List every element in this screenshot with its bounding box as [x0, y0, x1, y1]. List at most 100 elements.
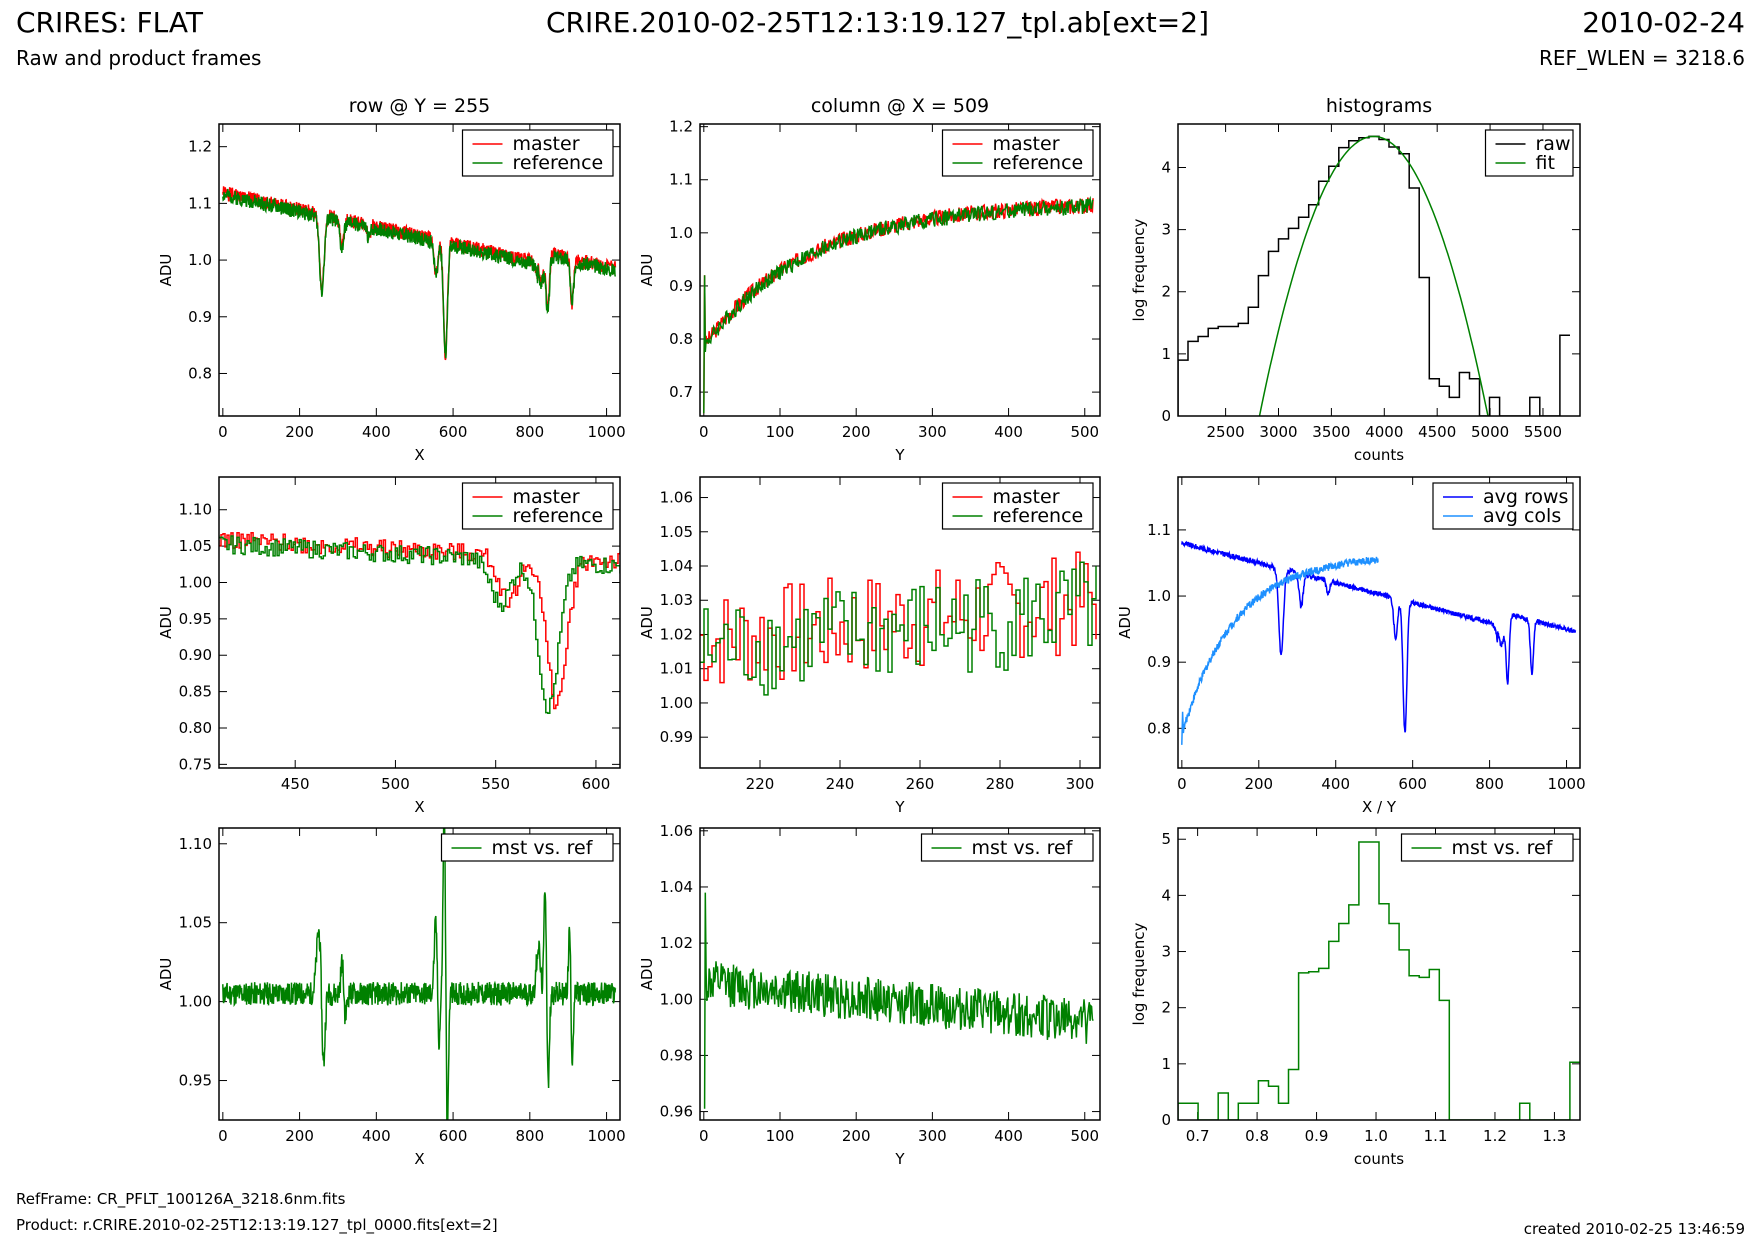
- y-tick-label: 0.96: [660, 1103, 693, 1121]
- y-tick-label: 1.06: [660, 822, 693, 840]
- chart-title: column @ X = 509: [811, 95, 989, 117]
- chart-col-zoom: 220 240 260 280 300 0.99 1.00 1.01 1.02 1.03 1.04 1…: [638, 476, 1101, 816]
- plot-area: [703, 892, 1094, 1109]
- chart-title: row @ Y = 255: [349, 95, 491, 117]
- y-tick-label: 1.05: [660, 523, 693, 541]
- x-axis-label: Y: [894, 446, 905, 464]
- plot-area: [1178, 841, 1580, 1120]
- x-tick-label: 0.8: [1245, 1127, 1269, 1145]
- y-tick-label: 0.8: [1147, 719, 1171, 737]
- y-tick-label: 1.00: [660, 990, 693, 1008]
- y-tick-label: 2: [1161, 283, 1171, 301]
- chart-avg: 0 200 400 600 800 1000 0.8 0.9 1.0 1.1 X / Y ADU avg…: [1116, 476, 1586, 816]
- x-tick-label: 100: [766, 423, 795, 441]
- y-tick-label: 1.1: [1147, 521, 1171, 539]
- x-tick-label: 600: [439, 1127, 468, 1145]
- x-axis-label: Y: [894, 798, 905, 816]
- axes-frame: [1177, 123, 1581, 417]
- y-tick-label: 0.8: [669, 330, 693, 348]
- legend-label: master: [993, 133, 1060, 155]
- series-master: [219, 531, 620, 710]
- page-title: CRIRES: FLAT: [16, 6, 203, 39]
- chart-col: column @ X = 509 0 100 200 300 400 500 0.7 0.8 0.…: [638, 95, 1101, 464]
- x-axis-label: counts: [1354, 1150, 1404, 1168]
- legend-label: avg cols: [1483, 505, 1561, 527]
- plot-area: [703, 195, 1094, 414]
- x-tick-label: 1000: [1547, 775, 1585, 793]
- page-subtitle: Raw and product frames: [16, 46, 262, 70]
- x-tick-label: 600: [439, 423, 468, 441]
- x-tick-label: 0: [218, 1127, 228, 1145]
- y-tick-label: 1.04: [660, 557, 693, 575]
- y-tick-label: 1.02: [660, 625, 693, 643]
- y-tick-label: 1.10: [179, 835, 212, 853]
- y-tick-label: 1.0: [669, 224, 693, 242]
- plot-area: [1178, 135, 1570, 416]
- x-tick-label: 280: [986, 775, 1015, 793]
- axes-frame: [699, 123, 1101, 417]
- date-label: 2010-02-24: [1582, 6, 1745, 39]
- x-tick-label: 400: [362, 423, 391, 441]
- y-tick-label: 0.98: [660, 1046, 693, 1064]
- y-tick-label: 1.03: [660, 591, 693, 609]
- y-tick-label: 3: [1161, 221, 1171, 239]
- x-tick-label: 300: [918, 1127, 947, 1145]
- x-tick-label: 500: [381, 775, 410, 793]
- x-tick-label: 800: [1475, 775, 1504, 793]
- series-reference: [219, 535, 620, 715]
- y-tick-label: 1.2: [188, 138, 212, 156]
- series-reference: [703, 195, 1094, 414]
- chart-row-zoom: 450 500 550 600 0.75 0.80 0.85 0.90 0.95 1.00 1.05…: [157, 476, 621, 816]
- axes-frame: [218, 476, 621, 769]
- legend-label: master: [993, 486, 1060, 508]
- y-tick-label: 0.99: [660, 728, 693, 746]
- y-tick-label: 0.90: [179, 646, 212, 664]
- x-tick-label: 600: [582, 775, 611, 793]
- series-avg-cols: [1181, 556, 1379, 745]
- legend-label: reference: [993, 152, 1084, 174]
- y-tick-label: 0.95: [179, 610, 212, 628]
- y-axis-label: ADU: [1116, 606, 1134, 639]
- y-tick-label: 2: [1161, 999, 1171, 1017]
- axes-frame: [1177, 827, 1581, 1121]
- file-title: CRIRE.2010-02-25T12:13:19.127_tpl.ab[ext…: [545, 6, 1209, 39]
- legend: mst vs. ref: [440, 833, 614, 862]
- series-raw: [1178, 135, 1570, 416]
- y-tick-label: 1.02: [660, 934, 693, 952]
- series-reference: [222, 188, 617, 359]
- y-tick-label: 0.8: [188, 364, 212, 382]
- x-tick-label: 0.9: [1305, 1127, 1329, 1145]
- legend-label: raw: [1536, 133, 1571, 155]
- x-tick-label: 5500: [1524, 423, 1562, 441]
- x-tick-label: 3000: [1259, 423, 1297, 441]
- y-tick-label: 1.00: [179, 573, 212, 591]
- legend-label: reference: [513, 152, 604, 174]
- y-tick-label: 0.80: [179, 719, 212, 737]
- y-tick-label: 3: [1161, 943, 1171, 961]
- x-axis-label: X / Y: [1362, 798, 1397, 816]
- legend-box: [941, 129, 1094, 177]
- x-tick-label: 400: [362, 1127, 391, 1145]
- x-tick-label: 4000: [1365, 423, 1403, 441]
- axes-frame: [1177, 476, 1581, 769]
- y-tick-label: 1: [1161, 1055, 1171, 1073]
- y-tick-label: 1.01: [660, 660, 693, 678]
- x-tick-label: 400: [994, 1127, 1023, 1145]
- legend-box: [1432, 482, 1574, 530]
- y-tick-label: 1.10: [179, 501, 212, 519]
- legend: mst vs. ref: [1400, 833, 1574, 862]
- y-tick-label: 0.95: [179, 1072, 212, 1090]
- x-tick-label: 0: [218, 423, 228, 441]
- x-tick-label: 200: [842, 423, 871, 441]
- y-tick-label: 1.05: [179, 537, 212, 555]
- legend-label: fit: [1536, 152, 1555, 174]
- x-tick-label: 240: [826, 775, 855, 793]
- x-tick-label: 1000: [587, 1127, 625, 1145]
- chart-ratio-hist: 0.7 0.8 0.9 1.0 1.1 1.2 1.3 0 1 2 3 4 5 counts log fre…: [1130, 827, 1581, 1168]
- y-tick-label: 4: [1161, 158, 1171, 176]
- legend-label: mst vs. ref: [492, 837, 594, 859]
- legend-label: reference: [513, 505, 604, 527]
- series-avg-rows: [1181, 540, 1577, 733]
